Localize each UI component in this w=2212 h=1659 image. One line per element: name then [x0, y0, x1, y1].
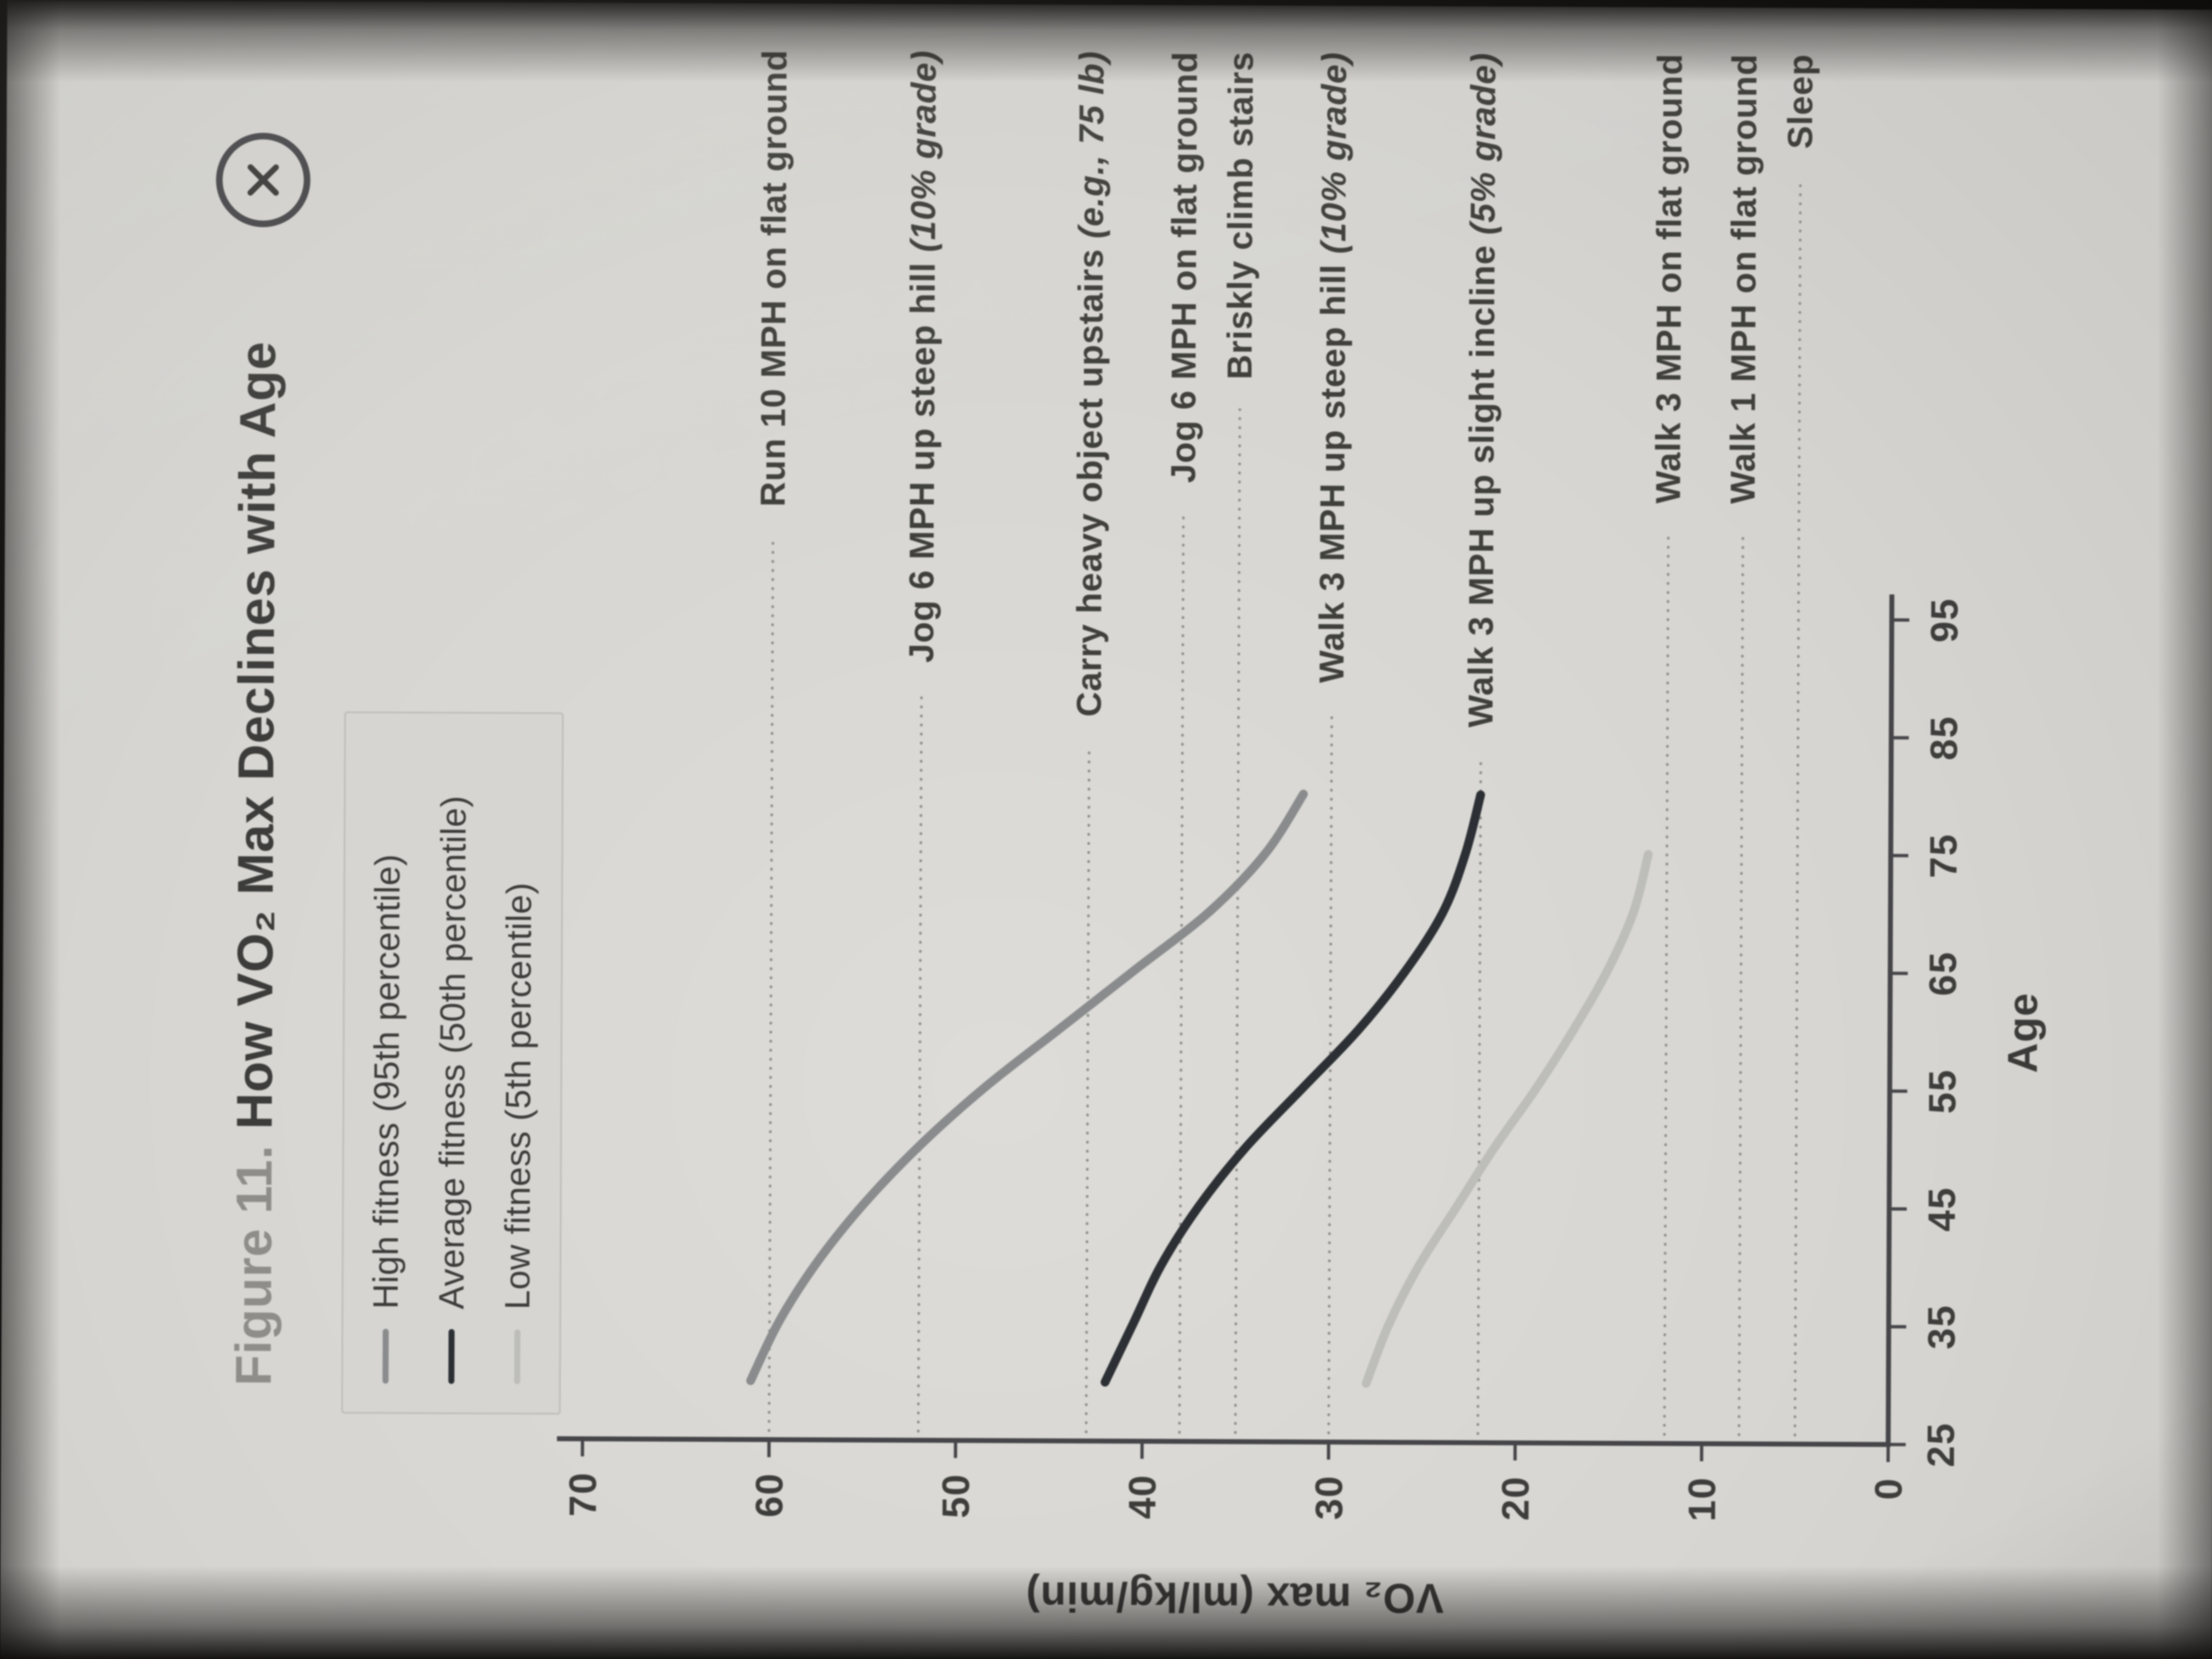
- reference-line: [1178, 511, 1185, 1443]
- reference-line: [1234, 408, 1242, 1443]
- low-fitness-line-swatch: [514, 1329, 521, 1385]
- reference-line: [1476, 756, 1482, 1444]
- y-tick-label: 70: [561, 1471, 604, 1516]
- y-tick-label: 10: [1680, 1476, 1723, 1521]
- reference-line: [768, 535, 775, 1441]
- reference-line: [917, 691, 923, 1442]
- legend-label: Low fitness (5th percentile): [497, 882, 539, 1310]
- activity-label: Briskly climb stairs: [1221, 52, 1261, 380]
- legend-label: High fitness (95th percentile): [365, 854, 408, 1310]
- x-tick-label: 75: [1922, 833, 1965, 878]
- reference-line: [1085, 746, 1091, 1443]
- activity-label: Jog 6 MPH up steep hill (10% grade): [902, 50, 944, 663]
- reference-line: [1327, 712, 1334, 1444]
- x-tick-label: 85: [1922, 715, 1965, 760]
- reference-line: [1737, 532, 1745, 1446]
- activity-label: Walk 3 MPH up slight incline (5% grade): [1462, 53, 1503, 728]
- series-curve-1: [1101, 790, 1485, 1387]
- figure-title: Figure 11. How VO₂ Max Declines with Age: [225, 341, 287, 1386]
- close-icon: [247, 164, 279, 196]
- close-button[interactable]: [216, 132, 311, 228]
- y-tick-label: 50: [934, 1473, 977, 1518]
- x-axis: [1886, 594, 1894, 1447]
- activity-label: Jog 6 MPH on flat ground: [1164, 51, 1204, 483]
- x-tick-label: 65: [1921, 951, 1964, 996]
- y-axis-title: VO₂ max (ml/kg/min): [1025, 1573, 1444, 1621]
- chart-legend: High fitness (95th percentile) Average f…: [341, 711, 564, 1415]
- reference-line: [1663, 532, 1670, 1445]
- series-curve-0: [746, 789, 1308, 1385]
- x-axis-title: Age: [2000, 992, 2047, 1073]
- x-tick-label: 55: [1921, 1069, 1963, 1114]
- y-tick-label: 20: [1494, 1476, 1537, 1521]
- legend-item-high-fitness: High fitness (95th percentile): [365, 742, 408, 1384]
- x-tick-label: 45: [1920, 1187, 1963, 1232]
- activity-label: Sleep: [1781, 54, 1820, 149]
- y-tick-label: 40: [1121, 1474, 1164, 1519]
- x-tick-label: 35: [1920, 1305, 1962, 1350]
- activity-label: Carry heavy object upstairs (e.g., 75 lb…: [1070, 51, 1111, 717]
- y-tick-label: 60: [748, 1472, 791, 1517]
- series-curve-2: [1362, 850, 1653, 1388]
- y-tick-label: 30: [1307, 1475, 1350, 1520]
- reference-line: [1793, 177, 1802, 1446]
- average-fitness-line-swatch: [448, 1329, 455, 1384]
- activity-label: Walk 1 MPH on flat ground: [1724, 54, 1764, 504]
- y-axis: [557, 1436, 1891, 1447]
- legend-item-low-fitness: Low fitness (5th percentile): [496, 742, 540, 1385]
- figure-title-text: How VO₂ Max Declines with Age: [227, 341, 286, 1130]
- y-tick-label: 0: [1867, 1477, 1910, 1500]
- activity-label: Walk 3 MPH up steep hill (10% grade): [1313, 52, 1354, 683]
- legend-label: Average fitness (50th percentile): [431, 795, 473, 1310]
- x-tick-label: 25: [1920, 1422, 1962, 1467]
- x-tick-label: 95: [1923, 597, 1966, 642]
- activity-label: Walk 3 MPH on flat ground: [1649, 53, 1690, 504]
- activity-label: Run 10 MPH on flat ground: [754, 49, 794, 507]
- legend-item-average-fitness: Average fitness (50th percentile): [431, 742, 474, 1384]
- figure-number: Figure 11.: [225, 1144, 283, 1386]
- high-fitness-line-swatch: [382, 1329, 389, 1384]
